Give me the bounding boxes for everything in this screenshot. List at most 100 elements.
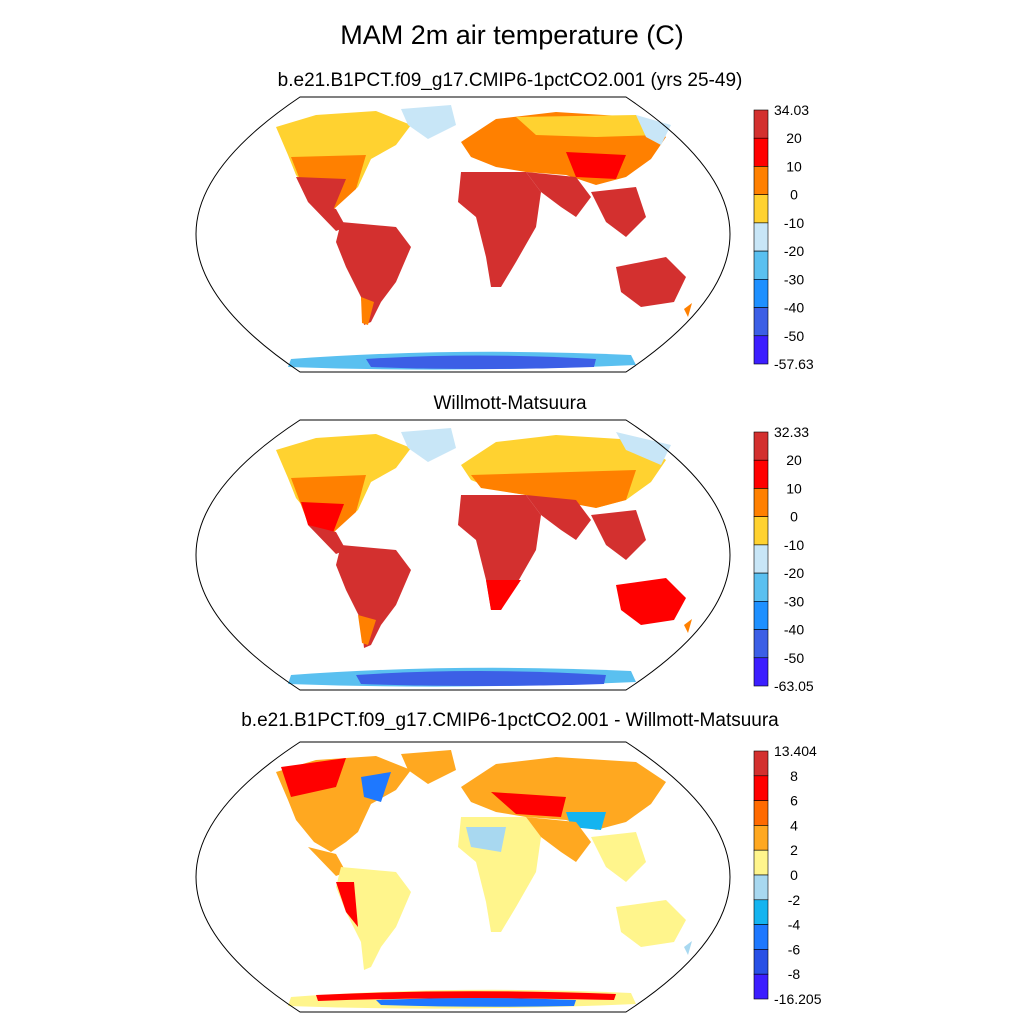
figure-title: MAM 2m air temperature (C) — [340, 20, 684, 50]
colorbar-swatch — [753, 194, 769, 224]
colorbar-label: -20 — [784, 565, 804, 581]
greenland — [401, 105, 456, 139]
colorbar-label: -63.05 — [774, 678, 814, 694]
colorbar-swatch — [753, 899, 769, 925]
colorbar-label: 2 — [790, 842, 798, 858]
australia — [616, 900, 686, 947]
eurasia — [461, 757, 666, 830]
colorbar-swatch — [753, 516, 769, 546]
map-outline-diff — [195, 741, 731, 1013]
colorbar-swatch — [753, 949, 769, 975]
colorbar-label: 4 — [790, 817, 798, 833]
colorbar-swatch — [753, 800, 769, 826]
asia-red — [566, 152, 626, 179]
colorbar-label: -16.205 — [774, 991, 822, 1007]
colorbar-label: -10 — [784, 537, 804, 553]
colorbar-swatch — [753, 657, 769, 687]
colorbar-swatch — [753, 924, 769, 950]
antarctica-red — [316, 991, 616, 1001]
greenland — [401, 750, 456, 784]
colorbar-label: 34.03 — [774, 102, 809, 118]
map-model — [195, 96, 731, 373]
colorbar-swatch — [753, 459, 769, 489]
colorbar-swatch — [753, 431, 769, 461]
colorbar-label: 6 — [790, 793, 798, 809]
se-asia — [591, 832, 646, 882]
colorbar-label: 10 — [786, 480, 802, 496]
colorbar-swatch — [753, 544, 769, 574]
colorbar-swatch — [753, 601, 769, 630]
new-zealand — [684, 941, 692, 955]
colorbar-diff: 13.404 8 6 4 2 0 -2 -4 -6 -8 -16.205 — [753, 743, 822, 1007]
colorbar-label: -40 — [784, 300, 804, 316]
africa — [458, 495, 541, 610]
colorbar-label: 13.404 — [774, 743, 817, 759]
central-america — [308, 525, 346, 554]
middle-east — [526, 172, 591, 217]
map-outline-obs — [195, 419, 731, 691]
colorbar-label: -2 — [788, 892, 801, 908]
antarctica-blue — [376, 998, 576, 1007]
north-america-red — [281, 758, 346, 797]
central-america — [308, 202, 346, 231]
australia — [616, 578, 686, 625]
colorbar-swatch — [753, 874, 769, 901]
colorbar-swatch — [753, 750, 769, 777]
south-america-tip — [358, 615, 376, 645]
colorbar-label: -30 — [784, 271, 804, 287]
colorbar-swatch — [753, 307, 769, 337]
colorbar-label: -57.63 — [774, 356, 814, 372]
new-zealand — [684, 619, 692, 633]
antarctica-cold — [366, 355, 596, 369]
south-america-tip — [361, 297, 374, 325]
new-zealand — [684, 303, 692, 317]
colorbar-swatch — [753, 222, 769, 252]
colorbar-swatch — [753, 825, 769, 851]
africa-south — [486, 580, 521, 610]
colorbar-label: 0 — [790, 867, 798, 883]
colorbar-swatch — [753, 629, 769, 659]
colorbar-swatch — [753, 775, 769, 801]
colorbar-label: -30 — [784, 593, 804, 609]
north-america-south — [296, 177, 346, 215]
colorbar-swatch — [753, 137, 769, 167]
colorbar-label: -50 — [784, 328, 804, 344]
antarctica-cold — [356, 671, 606, 686]
middle-east — [526, 495, 591, 540]
colorbar-label: 0 — [790, 509, 798, 525]
south-america — [336, 545, 411, 648]
colorbar-swatch — [753, 279, 769, 308]
north-america-blue — [361, 772, 391, 802]
siberia-ne — [636, 115, 671, 145]
colorbar-label: -8 — [788, 966, 801, 982]
colorbar-label: 10 — [786, 158, 802, 174]
colorbar-swatch — [753, 973, 769, 1000]
eurasia-south — [471, 470, 636, 508]
colorbar-swatch — [753, 166, 769, 195]
map-outline-model — [195, 96, 731, 373]
colorbar-label: 0 — [790, 187, 798, 203]
colorbar-label: -10 — [784, 215, 804, 231]
eurasia-north — [516, 115, 661, 137]
africa-blue — [466, 827, 506, 852]
panel-title-obs: Willmott-Matsuura — [433, 393, 587, 414]
colorbar-swatch — [753, 250, 769, 280]
central-america — [308, 847, 346, 876]
colorbar-label: 20 — [786, 130, 802, 146]
middle-east — [526, 817, 591, 862]
colorbar-label: -4 — [788, 917, 801, 933]
colorbar-label: -50 — [784, 650, 804, 666]
south-america — [336, 222, 411, 325]
map-diff — [195, 741, 731, 1013]
colorbar-swatch — [753, 335, 769, 365]
colorbar-swatch — [753, 572, 769, 602]
colorbar-label: 8 — [790, 768, 798, 784]
siberia-ne — [616, 432, 671, 465]
panel-title-diff: b.e21.B1PCT.f09_g17.CMIP6-1pctCO2.001 - … — [241, 710, 779, 731]
colorbar-label: -40 — [784, 622, 804, 638]
australia — [616, 257, 686, 307]
se-asia — [591, 510, 646, 560]
panel-title-model: b.e21.B1PCT.f09_g17.CMIP6-1pctCO2.001 (y… — [277, 70, 743, 91]
south-america-west — [336, 882, 358, 927]
colorbar-swatch — [753, 849, 769, 876]
